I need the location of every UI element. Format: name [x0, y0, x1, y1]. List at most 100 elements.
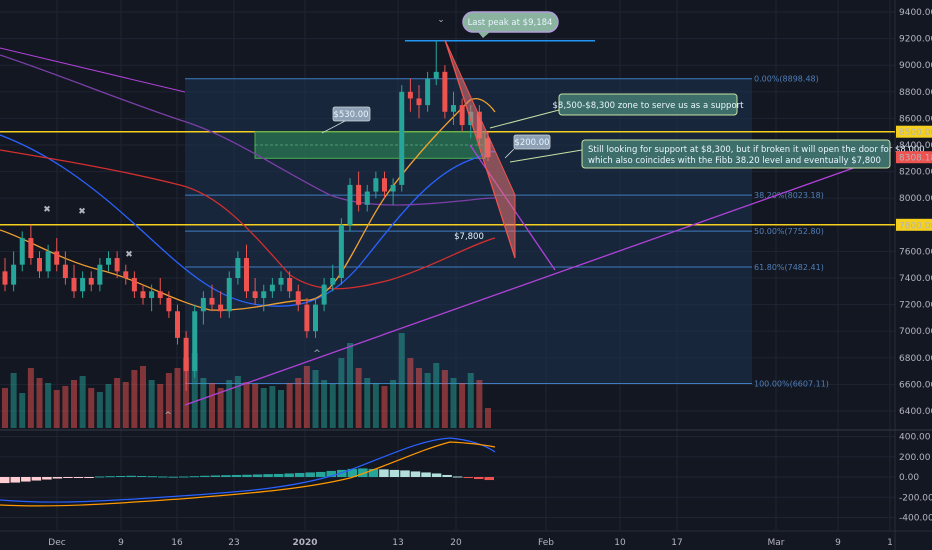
candle-body: [442, 71, 448, 112]
macd-histogram-bar: [379, 469, 389, 477]
macd-histogram-bar: [294, 472, 305, 477]
candle-body: [114, 258, 120, 272]
price-tick-label: 8800.00: [899, 88, 932, 98]
candle-body: [399, 91, 405, 185]
lookout-line-1: Still looking for support at $8,300, but…: [588, 145, 925, 155]
time-tick-label: Dec: [48, 538, 65, 548]
price-tick-label: 9000.00: [899, 61, 932, 71]
volume-bar: [165, 373, 172, 428]
macd-histogram-bar: [347, 468, 358, 477]
price-marker-label: 8500.00: [899, 128, 932, 138]
peak-callout: [462, 11, 559, 33]
macd-histogram-bar: [10, 477, 21, 483]
volume-bar: [53, 390, 60, 428]
candle-body: [28, 238, 34, 259]
macd-histogram-bar: [147, 476, 157, 478]
volume-bar: [398, 333, 405, 428]
fib-level-label: 100.00%(6607.11): [754, 379, 829, 388]
volume-bar: [234, 376, 241, 428]
candle-body: [269, 284, 275, 292]
time-tick-label: 23: [228, 538, 239, 548]
macd-tick-label: 0.00: [899, 473, 919, 483]
volume-bar: [174, 368, 181, 428]
price-tick-label: 6400.00: [899, 407, 932, 417]
candle-body: [459, 105, 465, 126]
macd-histogram-bar: [31, 477, 42, 481]
upper-trendline: [0, 47, 186, 93]
candle-body: [19, 238, 25, 265]
candle-body: [433, 71, 439, 79]
volume-bar: [157, 384, 164, 428]
x-marker-icon: ✖: [78, 207, 86, 217]
candle-body: [252, 291, 258, 298]
volume-bar: [79, 376, 86, 428]
candle-body: [80, 278, 86, 292]
candle-body: [131, 278, 137, 292]
price-tick-label: 7000.00: [899, 327, 932, 337]
candle-body: [200, 297, 206, 312]
candle-body: [390, 184, 396, 192]
macd-histogram-bar: [473, 477, 484, 480]
candle-body: [425, 78, 431, 106]
candle-body: [321, 284, 327, 305]
volume-bar: [105, 384, 112, 428]
volume-bar: [364, 378, 371, 428]
lookout-callout: [581, 139, 891, 169]
candle-body: [166, 297, 172, 312]
macd-histogram-bar: [368, 468, 379, 477]
volume-bar: [433, 363, 440, 428]
volume-bar: [269, 386, 276, 428]
time-tick-label: 16: [171, 538, 183, 548]
macd-histogram-bar: [252, 474, 263, 477]
volume-bar: [372, 383, 379, 428]
volume-bar: [114, 378, 121, 428]
volume-bar: [148, 380, 155, 428]
lookout-callout-leader: [509, 149, 583, 163]
price-tick-label: 6600.00: [899, 380, 932, 390]
volume-bar: [467, 373, 474, 428]
volume-bar: [485, 408, 491, 428]
macd-tick-label: 200.00: [899, 453, 931, 463]
macd-histogram-bar: [463, 477, 473, 479]
macd-histogram-bar: [389, 469, 400, 477]
time-tick-label: 13: [392, 538, 403, 548]
volume-bar: [450, 378, 457, 428]
candle-body: [175, 311, 180, 338]
candle-body: [338, 224, 344, 278]
volume-bar: [476, 380, 483, 428]
target-label: $7,800: [454, 232, 484, 242]
volume-bar: [191, 353, 198, 428]
macd-histogram-bar: [273, 473, 284, 477]
price-tick-label: 8600.00: [899, 114, 932, 124]
time-tick-label: 1: [887, 538, 893, 548]
macd-histogram-bar: [305, 472, 315, 477]
support-zone-label-text: $530.00: [333, 110, 368, 120]
macd-histogram-bar: [326, 470, 337, 477]
macd-histogram-bar: [73, 477, 84, 478]
price-marker: [896, 151, 932, 164]
drop-label: [513, 134, 551, 150]
volume-bar: [2, 388, 8, 428]
macd-histogram-bar: [284, 473, 294, 477]
candle-body: [261, 291, 267, 298]
volume-bar: [27, 368, 34, 428]
candle-body: [382, 178, 387, 192]
candle-body: [54, 251, 60, 265]
candle-body: [416, 98, 422, 106]
x-marker-icon: ✖: [43, 205, 51, 215]
time-tick-label: 20: [450, 538, 462, 548]
volume-bar: [321, 380, 328, 428]
volume-bar: [45, 383, 52, 428]
candle-body: [235, 258, 241, 278]
volume-bar: [252, 384, 259, 428]
ma-purple: [0, 54, 496, 206]
x-marker-icon: ✖: [125, 250, 133, 260]
volume-bar: [260, 388, 267, 428]
volume-bar: [381, 386, 388, 428]
candle-body: [295, 291, 301, 305]
macd-tick-label: -400.00: [899, 514, 932, 524]
macd-histogram-bar: [157, 476, 168, 478]
macd-histogram-bar: [105, 476, 115, 478]
